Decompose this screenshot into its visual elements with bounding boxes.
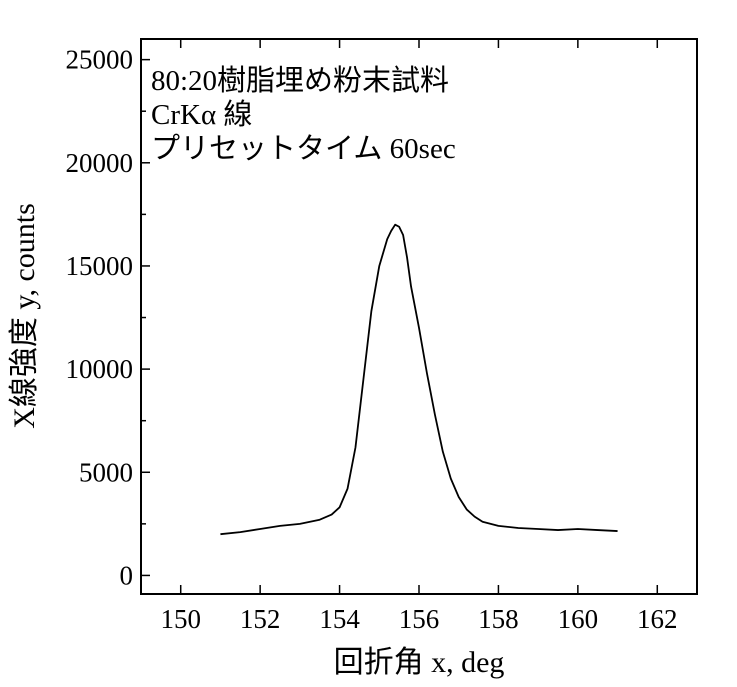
x-tick-label: 160 xyxy=(558,604,599,634)
annotation-radiation: CrKα 線 xyxy=(151,98,252,131)
x-tick-labels: 150 152 154 156 158 160 162 xyxy=(160,604,677,634)
x-tick-label: 158 xyxy=(478,604,519,634)
x-axis-label: 回折角 x, deg xyxy=(334,646,505,679)
intensity-line xyxy=(220,223,618,536)
y-tick-labels: 0 5000 10000 15000 20000 25000 xyxy=(66,45,134,591)
annotation-sample: 80:20樹脂埋め粉末試料 xyxy=(151,64,449,97)
annotation-preset-time: プリセットタイム 60sec xyxy=(151,133,456,165)
y-tick-label: 20000 xyxy=(66,148,134,178)
y-axis-label: X線強度 y, counts xyxy=(8,203,41,429)
annotation-block: 80:20樹脂埋め粉末試料 CrKα 線 プリセットタイム 60sec xyxy=(151,64,456,165)
y-tick-label: 25000 xyxy=(66,45,134,75)
x-tick-label: 156 xyxy=(399,604,440,634)
tick-marks xyxy=(141,39,659,594)
x-tick-label: 154 xyxy=(319,604,360,634)
x-tick-label: 152 xyxy=(240,604,281,634)
x-tick-label: 162 xyxy=(637,604,678,634)
x-tick-label: 150 xyxy=(160,604,201,634)
y-tick-label: 15000 xyxy=(66,251,134,281)
y-tick-label: 0 xyxy=(120,560,134,590)
y-tick-label: 5000 xyxy=(79,457,133,487)
y-tick-label: 10000 xyxy=(66,354,134,384)
